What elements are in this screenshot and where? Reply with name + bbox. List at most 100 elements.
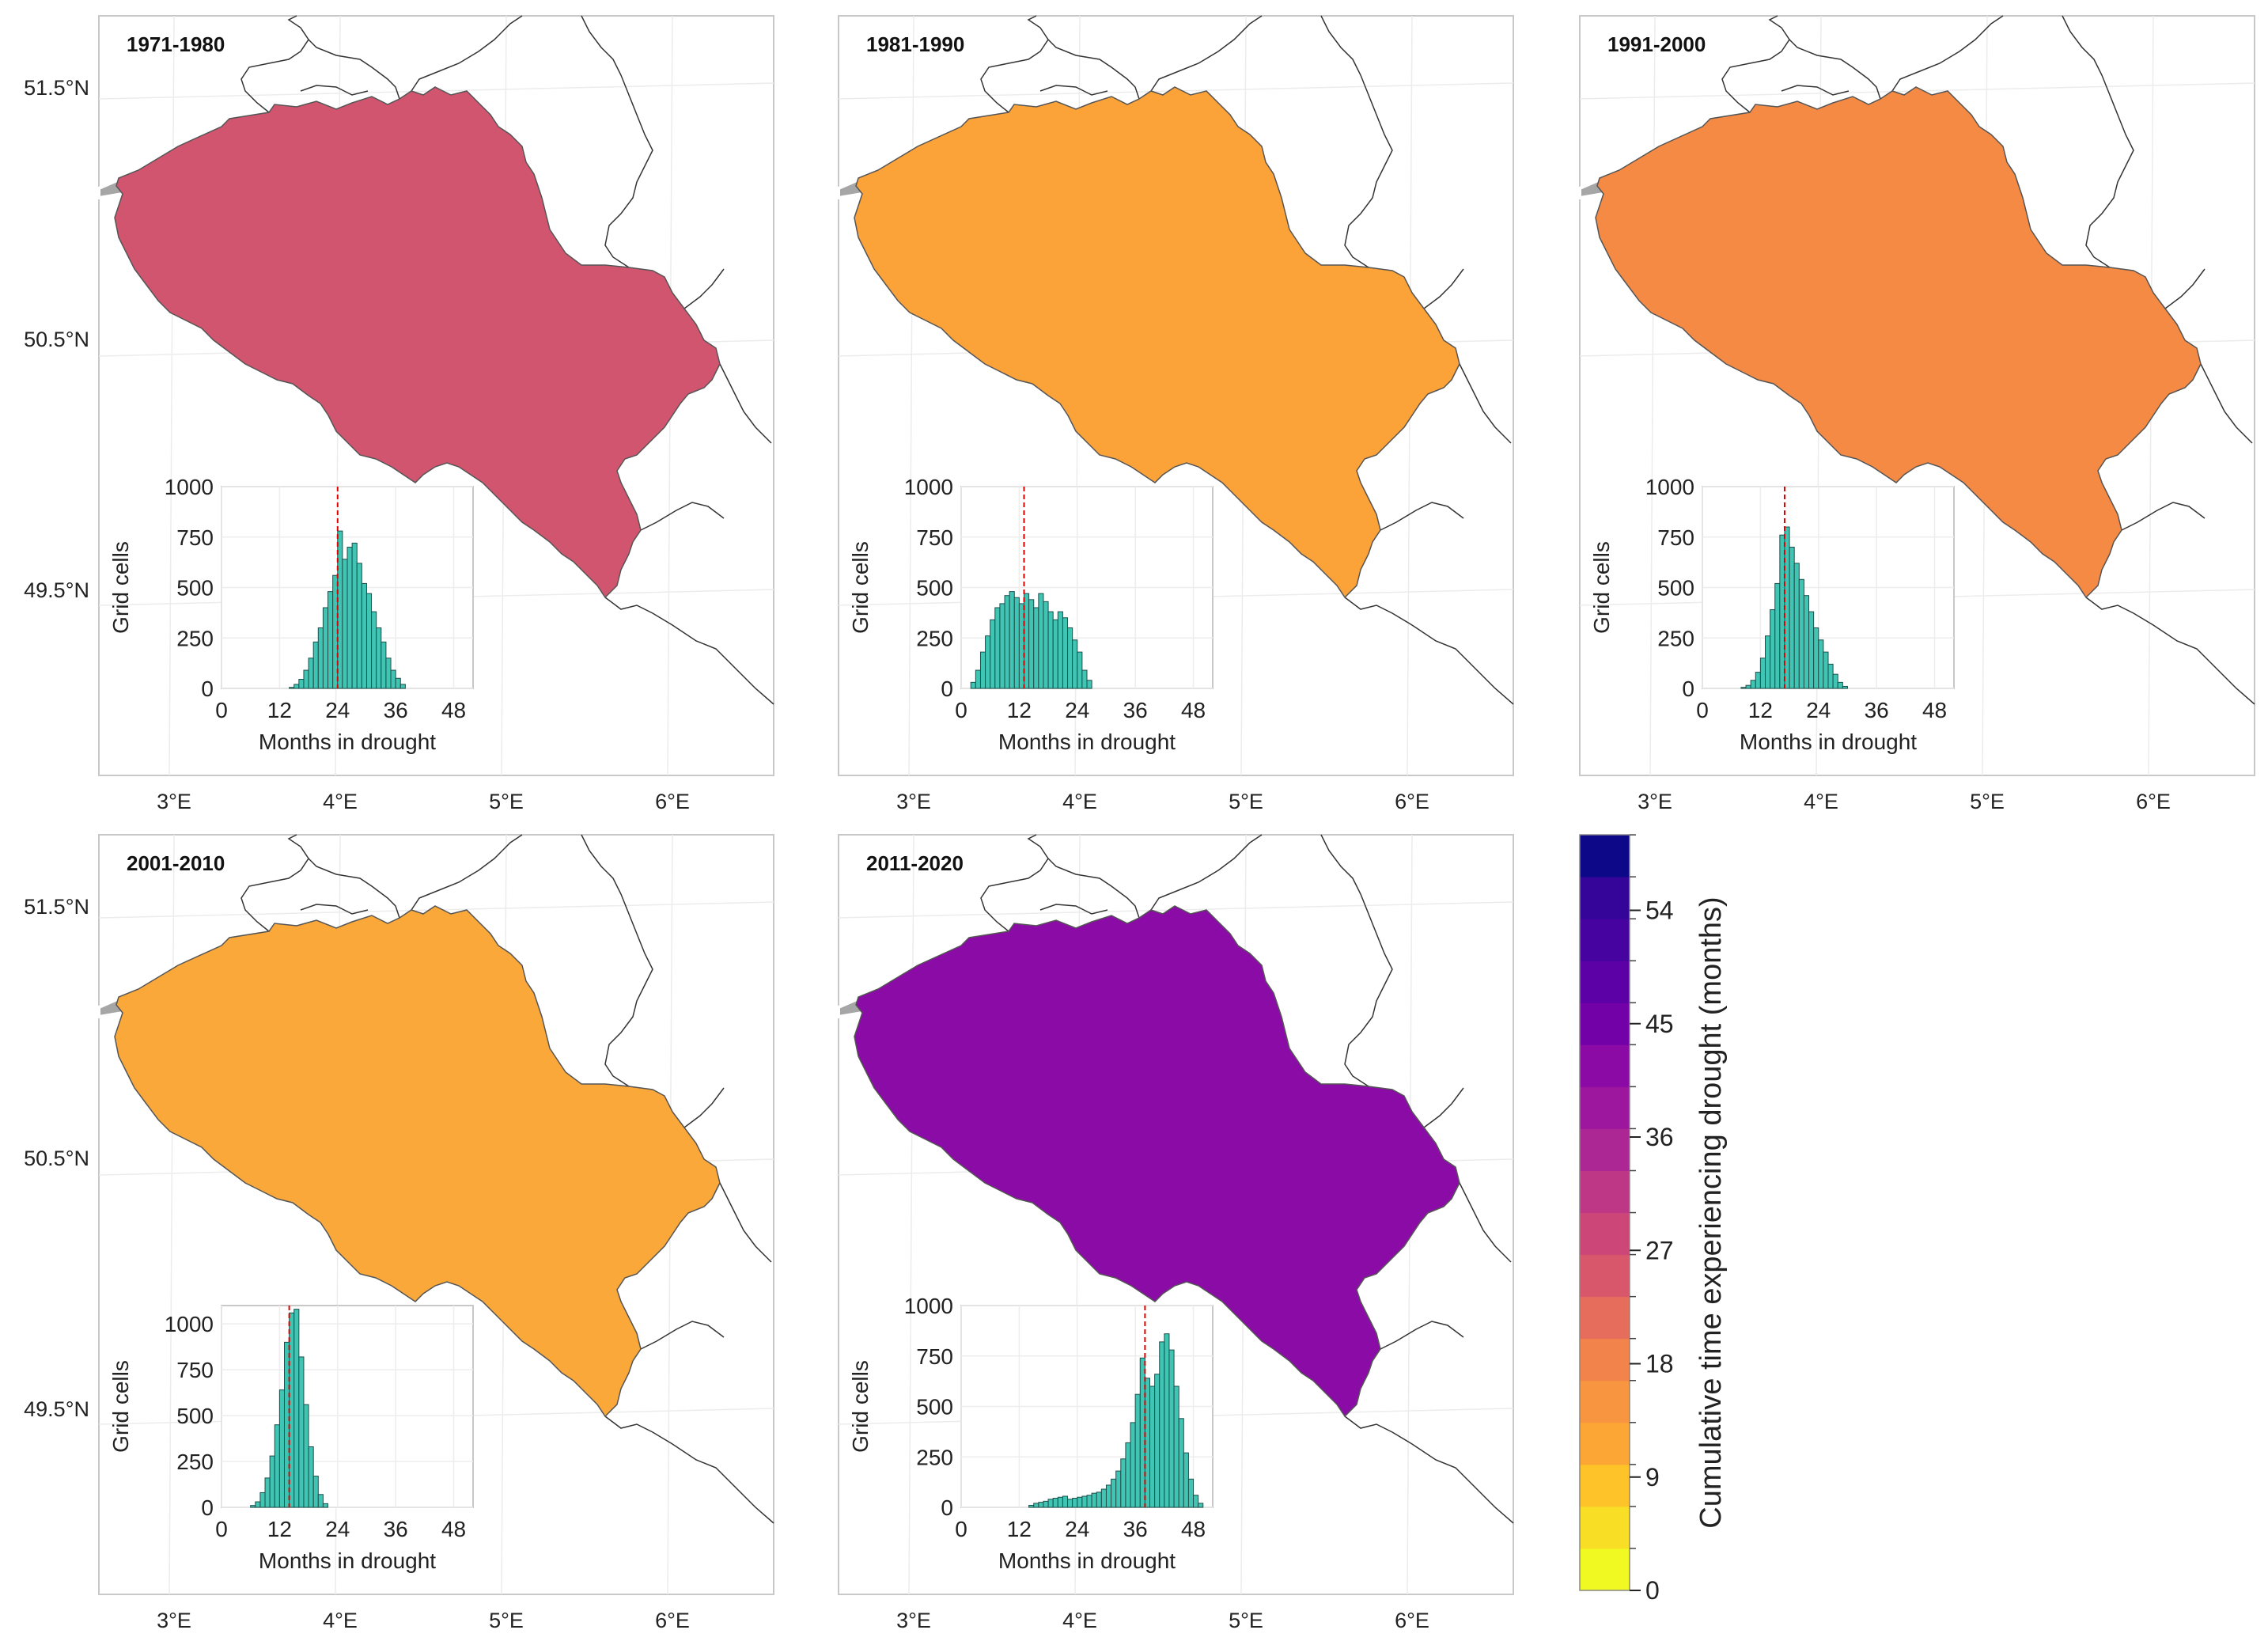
histogram-bar xyxy=(1149,1385,1156,1508)
histogram-bar xyxy=(1057,611,1063,689)
histogram-inset: 0 12 24 36 48 0 250 500 750 1000 Months in drought… xyxy=(848,475,1214,754)
inset-y-tick: 250 xyxy=(176,626,214,650)
histogram-bar xyxy=(1808,611,1815,689)
histogram-bar xyxy=(365,593,373,689)
histogram-bar xyxy=(399,684,406,689)
histogram-bar xyxy=(1183,1452,1189,1508)
lon-tick-label: 3°E xyxy=(157,1609,191,1632)
inset-x-label: Months in drought xyxy=(259,730,436,754)
histogram-inset: 0 12 24 36 48 0 250 500 750 1000 Months in drought… xyxy=(108,1305,474,1573)
inset-y-tick: 500 xyxy=(916,1395,953,1419)
histogram-bar xyxy=(328,591,334,689)
histogram-bar xyxy=(1072,639,1078,689)
colorbar-segment xyxy=(1580,1422,1630,1465)
inset-y-label: Grid cells xyxy=(1589,541,1614,634)
lon-tick-label: 3°E xyxy=(896,1609,931,1632)
histogram-bar xyxy=(1043,1500,1049,1508)
east-border xyxy=(581,15,774,705)
inset-y-tick: 0 xyxy=(941,677,953,701)
colorbar-tick-label: 45 xyxy=(1645,1010,1674,1038)
histogram-bar xyxy=(1057,1496,1063,1508)
lat-tick-label: 51.5°N xyxy=(24,895,89,919)
inset-y-tick: 750 xyxy=(176,1358,214,1382)
lon-tick-label: 4°E xyxy=(323,790,358,813)
histogram-bar xyxy=(1096,1491,1102,1508)
lon-tick-label: 3°E xyxy=(896,790,931,813)
histogram-bar xyxy=(979,651,986,689)
lon-tick-label: 6°E xyxy=(1395,790,1429,813)
inset-y-label: Grid cells xyxy=(848,1360,873,1453)
histogram-bar xyxy=(1052,619,1058,689)
histogram-bar xyxy=(1100,1488,1107,1508)
histogram-bar xyxy=(1028,599,1035,689)
histogram-bar xyxy=(1038,593,1044,689)
colorbar-tick-label: 18 xyxy=(1645,1350,1674,1378)
inset-x-label: Months in drought xyxy=(998,1548,1176,1573)
histogram-bar xyxy=(342,559,348,689)
histogram-bar xyxy=(1115,1470,1122,1508)
inset-x-label: Months in drought xyxy=(259,1548,436,1573)
histogram-bar xyxy=(312,641,319,689)
histogram-bar xyxy=(351,542,358,689)
lon-gridline xyxy=(1649,15,1656,776)
colorbar-segment xyxy=(1580,1338,1630,1382)
histogram-bar xyxy=(298,1356,305,1508)
histogram-bar xyxy=(303,669,309,689)
colorbar-segment xyxy=(1580,1044,1630,1087)
lon-tick-label: 6°E xyxy=(655,1609,690,1632)
histogram-bar xyxy=(361,582,367,689)
lon-tick-label: 4°E xyxy=(1062,1609,1097,1632)
colorbar-segment xyxy=(1580,1296,1630,1340)
inset-x-tick: 0 xyxy=(955,1517,967,1541)
inset-x-tick: 24 xyxy=(1065,1517,1089,1541)
lon-tick-label: 3°E xyxy=(1638,790,1672,813)
histogram-inset: 0 12 24 36 48 0 250 500 750 1000 Months in drought… xyxy=(1589,475,1955,754)
histogram-bar xyxy=(1164,1333,1170,1508)
histogram-bar xyxy=(293,684,300,689)
histogram-bar xyxy=(376,627,382,689)
histogram-bar xyxy=(356,563,362,689)
histogram-bar xyxy=(1105,1484,1112,1508)
inset-x-tick: 48 xyxy=(441,698,466,722)
lon-tick-label: 4°E xyxy=(323,1609,358,1632)
histogram-bar xyxy=(346,547,353,689)
neighbor-borders xyxy=(240,15,774,705)
colorbar-segment xyxy=(1580,1212,1630,1256)
inset-y-tick: 250 xyxy=(1657,626,1694,650)
colorbar-segment xyxy=(1580,877,1630,919)
histogram-bar xyxy=(1789,547,1795,689)
netherlands-border xyxy=(980,15,1263,113)
lon-tick-label: 5°E xyxy=(489,790,524,813)
lat-tick-label: 49.5°N xyxy=(24,1397,89,1421)
colorbar-segment xyxy=(1580,835,1630,877)
inset-x-tick: 12 xyxy=(1748,698,1773,722)
lat-tick-label: 51.5°N xyxy=(24,76,89,100)
histogram-bar xyxy=(1067,1499,1073,1508)
histogram-bar xyxy=(264,1477,271,1508)
inset-x-tick: 36 xyxy=(1123,1517,1148,1541)
drought-map xyxy=(114,86,721,599)
east-border xyxy=(1320,15,1514,705)
lon-tick-label: 5°E xyxy=(489,1609,524,1632)
histogram-bar xyxy=(1081,669,1088,689)
drought-map xyxy=(854,86,1460,599)
neighbor-borders xyxy=(1721,15,2255,705)
histogram-bar xyxy=(1827,663,1834,689)
inset-y-tick: 500 xyxy=(1657,576,1694,601)
inset-y-tick: 750 xyxy=(916,525,953,550)
inset-frame xyxy=(221,1305,474,1508)
histogram-bar xyxy=(1178,1418,1184,1508)
colorbar-segment xyxy=(1580,1464,1630,1507)
lon-gridline xyxy=(908,834,914,1595)
inset-x-tick: 24 xyxy=(325,1517,350,1541)
inset-x-tick: 48 xyxy=(1922,698,1947,722)
inset-y-tick: 1000 xyxy=(904,475,953,499)
inset-y-tick: 500 xyxy=(176,1404,214,1428)
histogram-bar xyxy=(970,681,976,689)
histogram-bar xyxy=(1193,1495,1199,1508)
histogram-bar xyxy=(317,1494,324,1508)
histogram-bar xyxy=(308,658,314,689)
histogram-bar xyxy=(1077,651,1083,689)
inset-x-tick: 12 xyxy=(1007,698,1032,722)
colorbar-segment xyxy=(1580,1128,1630,1171)
